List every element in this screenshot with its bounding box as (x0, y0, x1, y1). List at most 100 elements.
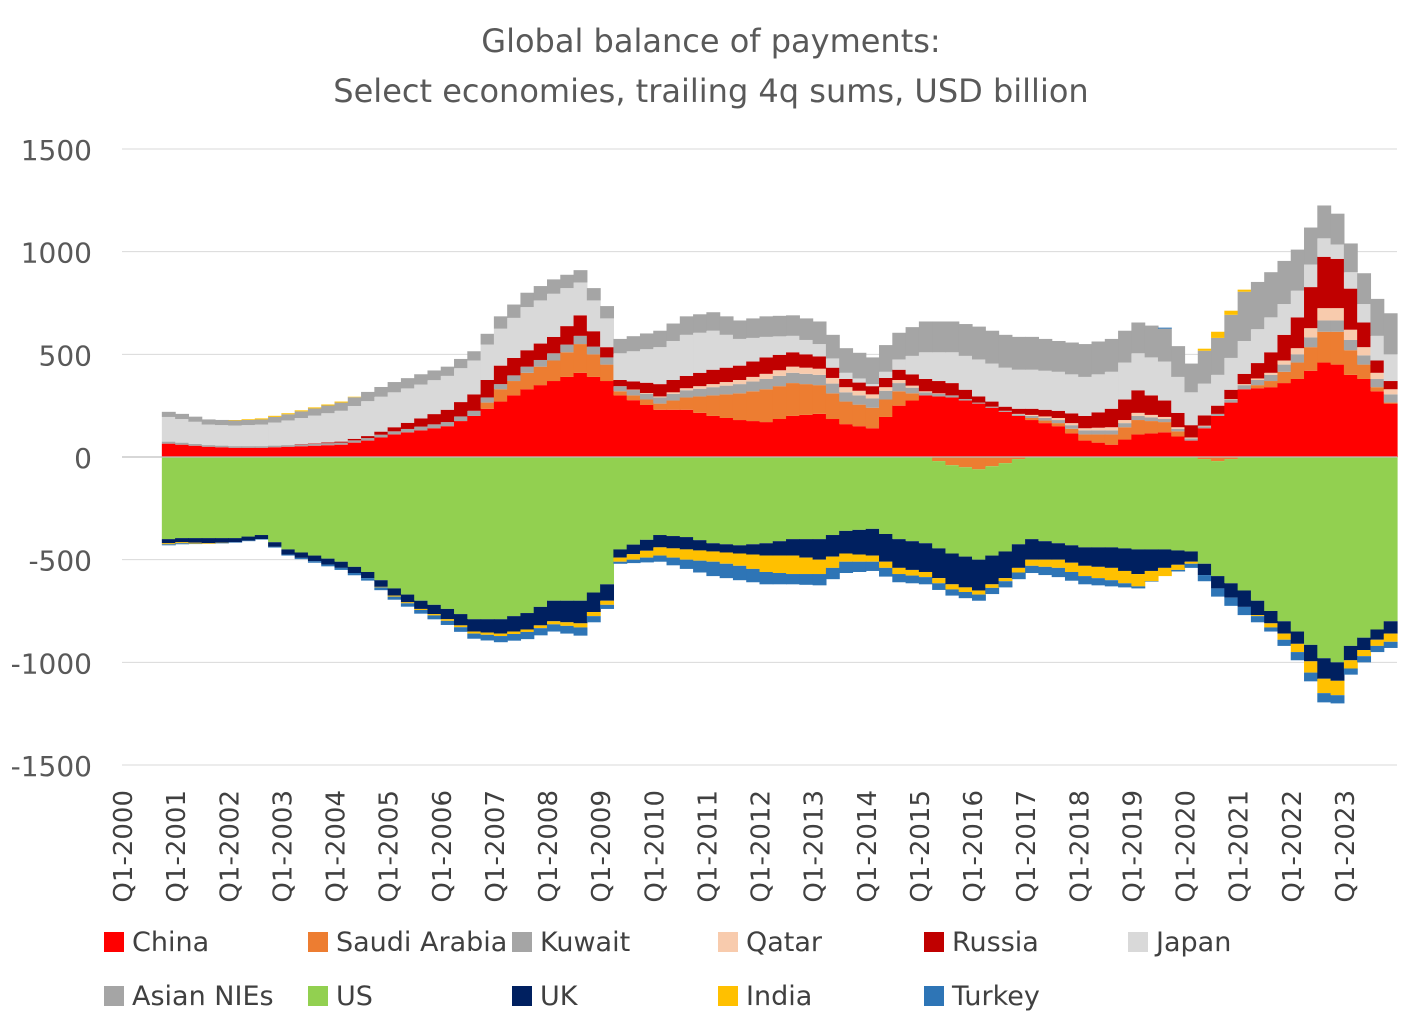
bar-kuwait (1264, 374, 1279, 382)
bar-uk (347, 566, 362, 574)
bar-qatar (639, 393, 654, 394)
x-tick-label: Q1-2012 (747, 790, 777, 903)
bar-qatar (1091, 427, 1106, 431)
bar-india (1051, 559, 1066, 568)
legend-item-russia: Russia (924, 922, 1039, 962)
x-tick-label: Q1-2013 (800, 790, 830, 903)
bar-turkey (520, 631, 535, 640)
bar-china (1237, 389, 1252, 457)
bar-qatar (825, 377, 840, 384)
bar-japan (1304, 264, 1318, 288)
bar-china (1157, 432, 1172, 457)
bar-russia (1104, 408, 1119, 428)
bar-japan (1330, 244, 1345, 259)
bar-kuwait (1197, 426, 1212, 429)
bar-china (1104, 444, 1119, 457)
bar-us (600, 457, 615, 585)
bar-qatar (1051, 417, 1066, 421)
bar-us (1197, 459, 1212, 564)
bar-us (520, 457, 535, 614)
bar-japan (1025, 369, 1040, 409)
bar-india (852, 554, 867, 562)
bar-japan (825, 358, 840, 368)
bar-asian-nies (374, 386, 389, 397)
bar-uk (972, 559, 986, 591)
bar-china (241, 447, 256, 457)
bar-uk (626, 544, 641, 555)
bar-us (1025, 457, 1040, 540)
y-tick-label: 1000 (21, 237, 92, 270)
bar-asian-nies (786, 315, 800, 336)
bar-asian-nies (825, 334, 840, 359)
bar-india (533, 625, 548, 629)
bar-asian-nies (693, 314, 707, 333)
bar-japan (161, 416, 176, 442)
bar-russia (1264, 352, 1279, 373)
bar-japan (879, 371, 893, 378)
bar-qatar (706, 384, 721, 388)
bar-us (1131, 457, 1146, 550)
bar-russia (719, 367, 734, 383)
bar-asian-nies (294, 411, 309, 419)
bar-asian-nies (1264, 272, 1279, 318)
bar-india (759, 555, 774, 572)
bar-saudi-arabia (1357, 364, 1372, 379)
bar-saudi-arabia (1224, 457, 1239, 460)
bar-japan (600, 318, 615, 348)
bar-asian-nies (1343, 243, 1358, 273)
bar-kuwait (1078, 430, 1093, 435)
bar-turkey (1330, 695, 1345, 704)
bar-turkey (1011, 572, 1026, 580)
bar-us (268, 457, 282, 543)
bar-asian-nies (666, 323, 681, 341)
bar-india (892, 567, 907, 575)
bar-russia (812, 356, 827, 369)
bar-india (161, 543, 176, 545)
bar-qatar (759, 373, 774, 379)
bar-turkey (1184, 563, 1199, 568)
bar-us (294, 457, 309, 553)
legend-item-saudi-arabia: Saudi Arabia (308, 922, 507, 962)
bar-turkey (161, 544, 176, 546)
bar-saudi-arabia (480, 402, 495, 409)
bar-india (387, 595, 402, 597)
x-tick-label: Q1-2011 (693, 790, 723, 903)
bar-japan (812, 344, 827, 357)
bar-kuwait (932, 393, 947, 397)
bar-us (201, 457, 216, 539)
bar-india (1304, 661, 1318, 673)
bar-kuwait (746, 381, 761, 392)
bar-turkey (905, 575, 920, 584)
bar-india (400, 602, 415, 604)
bar-russia (1184, 425, 1199, 438)
legend-label-china: China (132, 926, 210, 958)
bar-russia (1171, 412, 1186, 428)
bar-china (786, 415, 800, 457)
bar-us (958, 467, 973, 557)
legend-item-uk: UK (512, 976, 577, 1016)
bar-asian-nies (347, 397, 362, 406)
bar-qatar (1304, 328, 1318, 338)
bar-uk (493, 619, 508, 634)
bar-russia (307, 443, 322, 444)
bar-japan (1131, 353, 1146, 391)
bar-qatar (1184, 437, 1199, 439)
bar-japan (1038, 370, 1053, 410)
bar-turkey (972, 594, 986, 601)
bar-asian-nies (1383, 313, 1398, 355)
bar-turkey (586, 616, 601, 623)
bar-us (1277, 457, 1292, 622)
bar-china (520, 389, 535, 457)
bar-asian-nies (1277, 260, 1292, 305)
bar-us (759, 457, 774, 544)
bar-uk (228, 538, 243, 543)
bar-uk (188, 538, 203, 543)
x-tick-label: Q1-2016 (959, 790, 989, 903)
bar-india (1330, 680, 1345, 696)
bar-japan (613, 353, 628, 380)
bar-russia (454, 402, 468, 417)
bar-india (1104, 567, 1119, 581)
bar-india (374, 586, 389, 588)
bar-russia (666, 380, 681, 393)
bar-saudi-arabia (865, 407, 880, 429)
